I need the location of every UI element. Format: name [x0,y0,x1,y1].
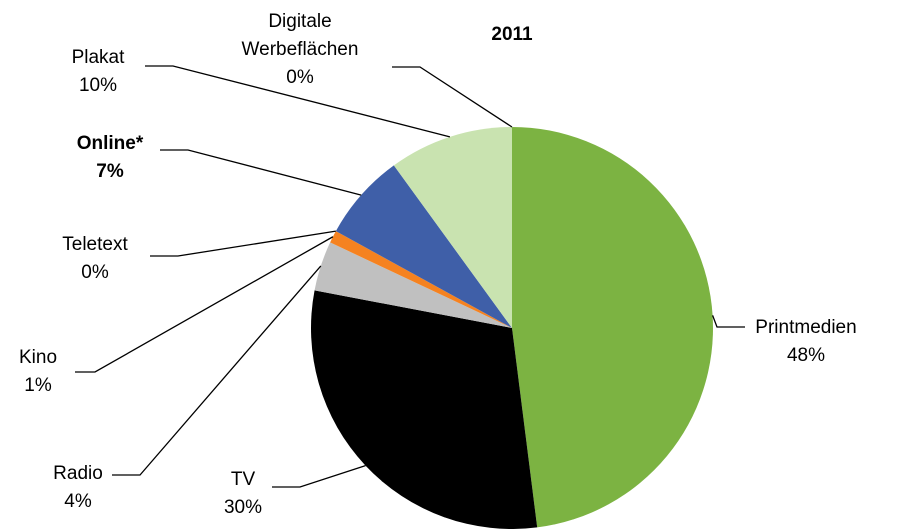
label-name: Kino [18,347,58,368]
label-value: 7% [96,161,124,182]
slice-label: Kino 1% [13,344,63,400]
label-name: Radio [53,463,103,484]
label-name: Digitale Werbeflächen [241,11,359,60]
label-value: 48% [786,345,826,366]
leader-line [150,230,336,257]
slice-label: Plakat 10% [58,44,138,100]
label-name: TV [230,469,256,490]
leader-line [75,236,334,373]
label-value: 0% [81,262,109,283]
label-value: 1% [24,375,52,396]
label-name: Online* [76,133,144,154]
leader-line [145,65,451,138]
leader-line [160,149,362,196]
slice-label: TV 30% [213,466,273,522]
label-name: Plakat [71,47,125,68]
pie-slice [330,231,512,328]
slice-label: Teletext 0% [40,231,150,287]
chart-title: 2011 [491,24,533,45]
slice-label: Online* 7% [55,130,165,186]
pie-slice [314,242,512,328]
slice-label: Digitale Werbeflächen 0% [235,8,365,92]
pie-slice [512,127,713,528]
label-name: Printmedien [755,317,857,338]
slice-label: Printmedien 48% [746,314,866,370]
slice-label: Radio 4% [48,460,108,516]
leader-line [711,315,745,328]
label-value: 0% [286,67,314,88]
label-value: 4% [64,491,92,512]
pie-slice [335,165,512,328]
pie-slice [311,290,538,529]
label-name: Teletext [62,234,128,255]
leader-line [272,464,366,488]
label-value: 10% [78,75,118,96]
pie-slice [393,127,512,328]
leader-line [392,66,513,128]
label-value: 30% [223,497,263,518]
leader-line [112,265,322,476]
